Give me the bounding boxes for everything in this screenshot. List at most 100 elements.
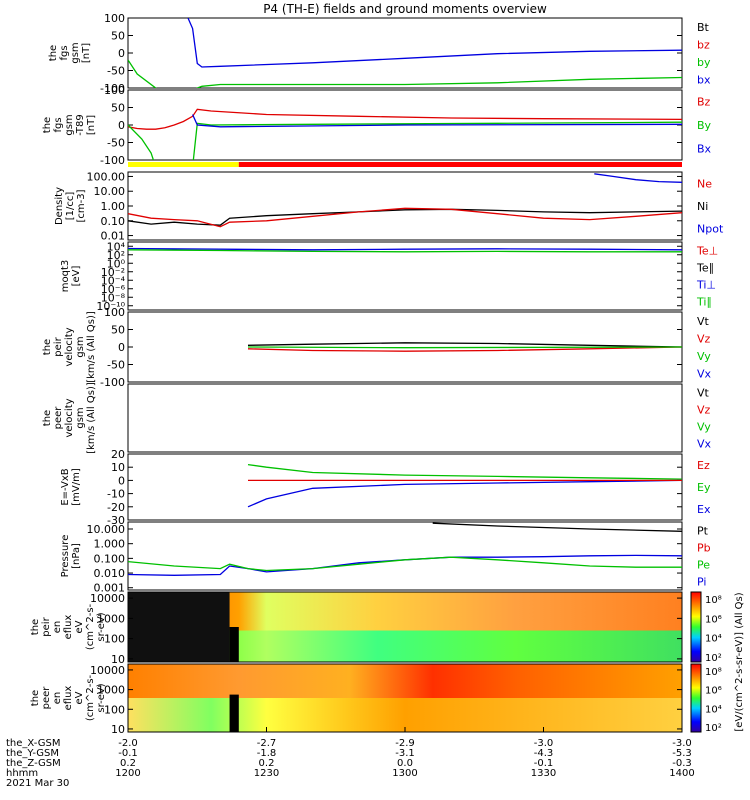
- legend-entry: Ne: [697, 177, 712, 190]
- legend-entry: Ez: [697, 459, 710, 472]
- y-tick-label: -50: [107, 137, 125, 150]
- y-axis-label-line: [km/s (All Qs)]: [86, 311, 97, 383]
- y-tick-label: 10⁻⁸: [101, 291, 126, 304]
- panel-frame-pressure: [127, 521, 683, 591]
- y-axis-label-line: (cm^2-s-: [85, 674, 96, 721]
- y-axis-label-efield: E=-VxB [mV/m]: [60, 468, 82, 506]
- y-tick-label: 0.001: [94, 582, 126, 595]
- y-axis-label-line: gsm: [70, 42, 81, 63]
- y-tick-label: 50: [111, 324, 125, 337]
- y-tick-label: -50: [107, 359, 125, 372]
- x-tick-value: -0.1: [534, 758, 554, 769]
- y-axis-label-line: eflux: [63, 686, 74, 711]
- legend-entry: bz: [697, 38, 710, 51]
- x-tick-value: 1300: [392, 768, 417, 779]
- y-axis-label-fgs-de: the fgs gsm -T89 [nT]: [42, 114, 97, 136]
- series-line: [247, 479, 682, 508]
- x-tick-value: 0.2: [259, 758, 275, 769]
- y-axis-label-line: Pressure: [60, 535, 71, 578]
- y-axis-label-line: eV: [74, 620, 85, 633]
- y-tick-label: 0.100: [94, 552, 126, 565]
- x-tick-value: -0.3: [672, 758, 692, 769]
- series-line: [128, 249, 682, 253]
- y-axis-label-line: fgs: [53, 117, 64, 132]
- y-tick-label: 1000: [97, 612, 125, 625]
- legend-entry: Bx: [697, 142, 712, 155]
- y-tick-label: 0: [118, 47, 125, 60]
- panel-frame-ve: [127, 383, 683, 453]
- series-line: [128, 108, 682, 130]
- legend-entry: bx: [697, 73, 711, 86]
- y-tick-label: -30: [107, 514, 125, 527]
- y-axis-label-line: peir: [41, 616, 52, 636]
- y-axis-label-line: the: [42, 117, 53, 133]
- y-tick-label: 10⁻⁶: [101, 283, 126, 296]
- y-tick-label: 50: [111, 102, 125, 115]
- panel-frame-density: [127, 171, 683, 241]
- legend-entry: Vz: [697, 332, 711, 345]
- legend-entry: Npot: [697, 223, 724, 236]
- series-line: [247, 346, 682, 352]
- y-axis-label-line: peir: [53, 336, 64, 356]
- x-tick-value: -3.0: [672, 738, 692, 749]
- electron-spectrogram-low: [128, 698, 682, 732]
- legend-entry: Bt: [697, 21, 710, 34]
- y-axis-label-ion-spec: the peir en eflux eV (cm^2-s-sr-eV): [30, 603, 107, 650]
- y-axis-label-line: fgs: [59, 45, 70, 60]
- x-tick-value: 1200: [115, 768, 140, 779]
- y-tick-label: 10⁻²: [101, 266, 125, 279]
- x-axis-row-label: the_X-GSM: [6, 738, 60, 749]
- y-axis-label-line: en: [52, 621, 63, 634]
- y-axis-label-pressure: Pressure [nPa]: [60, 535, 82, 578]
- x-axis-row-label: the_Z-GSM: [6, 758, 61, 769]
- y-axis-label-line: (cm^2-s-: [85, 603, 96, 650]
- y-axis-label-line: Density: [54, 187, 65, 225]
- y-axis-label-line: the: [48, 45, 59, 61]
- legend-entry: Ti∥: [696, 296, 712, 309]
- legend-entry: Te⊥: [696, 245, 718, 258]
- mode-bar-slow: [128, 162, 239, 167]
- electron-spectrogram-high: [128, 664, 682, 698]
- series-line: [192, 114, 682, 128]
- x-axis-row-label: hhmm: [6, 768, 38, 779]
- legend-entry: Vt: [697, 315, 710, 328]
- x-tick-value: -3.1: [395, 748, 415, 759]
- x-tick-value: -3.0: [534, 738, 554, 749]
- legend-entry: Vx: [697, 367, 712, 380]
- y-tick-label: 10⁰: [107, 257, 126, 270]
- legend-entry: Vz: [697, 404, 711, 417]
- colorbar-tick-label: 10²: [705, 653, 722, 664]
- y-axis-label-line: [eV]: [71, 266, 82, 287]
- panel-frame-ion-spec: [127, 591, 683, 663]
- series-line: [247, 463, 682, 480]
- y-axis-label-line: [nPa]: [71, 543, 82, 569]
- y-tick-label: 100: [104, 84, 125, 97]
- y-tick-label: 1.00: [101, 200, 126, 213]
- y-tick-label: 10.000: [87, 523, 126, 536]
- y-tick-label: 0: [118, 119, 125, 132]
- legend-entry: Pb: [697, 542, 711, 555]
- series-line: [247, 342, 682, 348]
- y-tick-label: 0.10: [101, 215, 126, 228]
- legend-entry: Te∥: [696, 262, 714, 275]
- y-axis-label-line: peer: [41, 686, 52, 710]
- y-axis-label-density: Density [1/cc] [cm-3]: [54, 187, 87, 225]
- y-tick-label: 10: [111, 461, 125, 474]
- legend-entry: Vx: [697, 438, 712, 451]
- y-tick-label: 100: [104, 633, 125, 646]
- y-tick-label: 0.01: [101, 230, 126, 243]
- y-axis-label-line: [cm-3]: [76, 189, 87, 222]
- y-tick-label: 10²: [107, 249, 125, 262]
- colorbar-tick-label: 10⁴: [705, 704, 722, 715]
- legend-entry: Vy: [697, 350, 711, 363]
- series-line: [432, 522, 682, 532]
- y-axis-label-elec-spec: the peer en eflux eV (cm^2-s-sr-eV): [30, 674, 107, 721]
- ion-spectrogram-gap: [229, 627, 239, 662]
- y-axis-label-line: eV: [74, 691, 85, 704]
- legend-entry: Vt: [697, 387, 710, 400]
- y-tick-label: -10: [107, 488, 125, 501]
- series-line: [247, 346, 682, 349]
- y-tick-label: 10000: [90, 664, 125, 677]
